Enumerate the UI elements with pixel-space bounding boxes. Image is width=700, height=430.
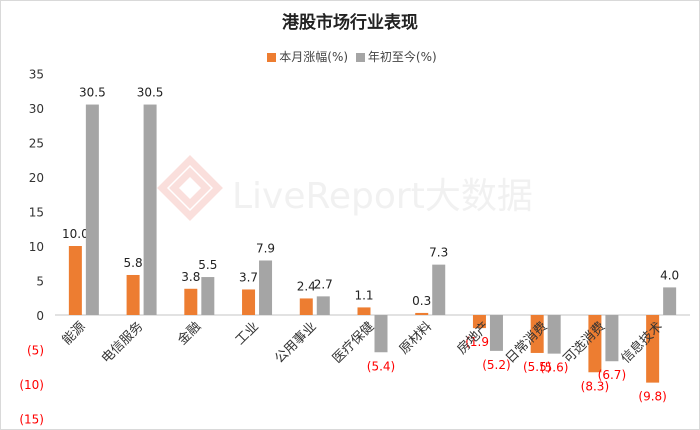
x-category-label: 公用事业 bbox=[272, 319, 319, 366]
bar-ytd bbox=[547, 315, 561, 354]
y-tick-label: 10 bbox=[29, 240, 44, 254]
data-label: 1.1 bbox=[354, 288, 373, 302]
data-label: 10.0 bbox=[62, 227, 89, 241]
bar-monthly bbox=[588, 315, 602, 373]
y-tick-label: (10) bbox=[19, 378, 44, 392]
bar-monthly bbox=[646, 315, 660, 383]
data-label: (6.7) bbox=[598, 368, 626, 382]
y-tick-label: 35 bbox=[29, 68, 44, 82]
bar-monthly bbox=[530, 315, 544, 353]
data-label: 3.8 bbox=[181, 270, 200, 284]
watermark-logo-icon bbox=[157, 155, 223, 221]
x-category-label: 原材料 bbox=[397, 319, 435, 357]
bar-monthly bbox=[299, 298, 313, 315]
data-label: 3.7 bbox=[239, 270, 258, 284]
chart-title: 港股市场行业表现 bbox=[282, 13, 418, 33]
data-label: (8.3) bbox=[581, 379, 609, 393]
y-tick-label: 25 bbox=[29, 137, 44, 151]
y-tick-label: 20 bbox=[29, 171, 44, 185]
data-label: (5.6) bbox=[540, 361, 568, 375]
data-label: 5.8 bbox=[124, 256, 143, 270]
data-label: 5.5 bbox=[198, 258, 217, 272]
watermark: LiveReport大数据 bbox=[157, 155, 533, 221]
y-tick-label: 0 bbox=[36, 309, 44, 323]
bar-ytd bbox=[259, 260, 273, 315]
data-label: 4.0 bbox=[660, 268, 679, 282]
legend-swatch-ytd bbox=[355, 53, 365, 62]
bar-ytd bbox=[316, 296, 330, 315]
bar-ytd bbox=[432, 264, 446, 315]
data-label: 30.5 bbox=[79, 86, 106, 100]
bar-ytd bbox=[489, 315, 503, 351]
x-category-label: 能源 bbox=[60, 319, 89, 348]
bar-monthly bbox=[126, 274, 140, 315]
x-category-label: 电信服务 bbox=[98, 319, 146, 367]
data-label: 7.9 bbox=[256, 241, 275, 255]
chart-legend: 本月涨幅(%) 年初至今(%) bbox=[0, 48, 700, 65]
bar-monthly bbox=[184, 288, 198, 315]
data-label: 0.3 bbox=[412, 294, 431, 308]
legend-label-monthly: 本月涨幅(%) bbox=[279, 50, 349, 64]
bar-ytd bbox=[663, 287, 677, 315]
bar-monthly bbox=[68, 246, 82, 315]
bar-ytd bbox=[85, 104, 99, 315]
data-label: (5.2) bbox=[482, 358, 510, 372]
x-category-label: 工业 bbox=[233, 319, 262, 348]
data-label: 2.4 bbox=[297, 279, 316, 293]
data-label: (1.9) bbox=[465, 335, 493, 349]
data-label: 2.7 bbox=[314, 277, 333, 291]
x-category-label: 金融 bbox=[174, 319, 204, 349]
bar-monthly bbox=[242, 289, 256, 315]
y-tick-label: (15) bbox=[19, 413, 44, 427]
y-tick-label: 5 bbox=[36, 275, 44, 289]
bar-monthly bbox=[472, 315, 486, 329]
legend-label-ytd: 年初至今(%) bbox=[367, 50, 437, 64]
bar-monthly bbox=[357, 307, 371, 315]
data-label: 7.3 bbox=[429, 246, 448, 260]
watermark-text: LiveReport大数据 bbox=[232, 176, 533, 217]
bar-ytd bbox=[605, 315, 619, 362]
y-tick-label: 15 bbox=[29, 206, 44, 220]
bar-ytd bbox=[143, 104, 157, 315]
y-tick-label: 30 bbox=[29, 102, 44, 116]
bar-ytd bbox=[201, 277, 215, 315]
legend-swatch-monthly bbox=[267, 53, 277, 62]
y-tick-label: (5) bbox=[27, 344, 44, 358]
bar-monthly bbox=[415, 312, 429, 315]
bar-ytd bbox=[374, 315, 388, 353]
data-label: (5.5) bbox=[523, 360, 551, 374]
data-label: (9.8) bbox=[638, 390, 666, 404]
data-label: (5.4) bbox=[367, 359, 395, 373]
data-label: 30.5 bbox=[137, 86, 164, 100]
